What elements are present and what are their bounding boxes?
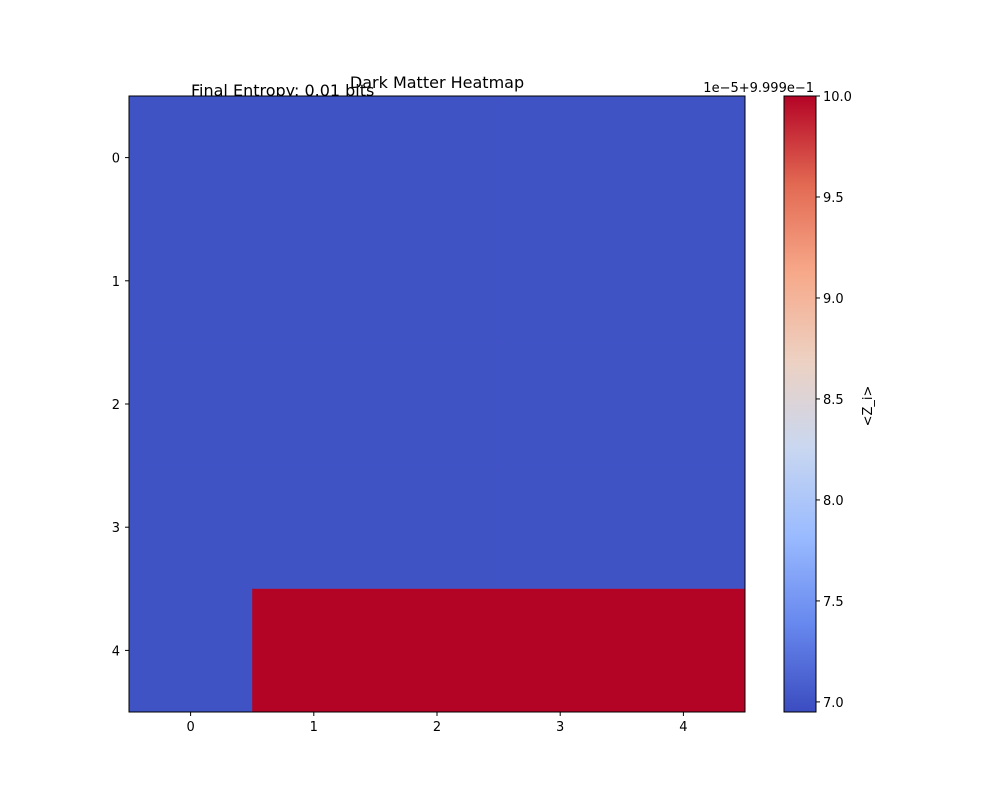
- heatmap-cell: [252, 588, 376, 713]
- heatmap-cell: [621, 342, 746, 467]
- y-tick-label: 2: [112, 398, 120, 413]
- heatmap-cell: [375, 342, 500, 467]
- heatmap-cell: [129, 219, 253, 343]
- heatmap-cell: [498, 342, 623, 467]
- heatmap-cell: [129, 96, 253, 220]
- y-tick-label: 1: [112, 275, 120, 290]
- x-tick-label: 4: [679, 720, 687, 735]
- heatmap-cell: [375, 96, 500, 220]
- colorbar-offset-text: 1e−5+9.999e−1: [703, 81, 814, 96]
- heatmap-cell: [252, 342, 376, 467]
- colorbar-tick-label: 10.0: [823, 90, 852, 105]
- heatmap-cell: [252, 219, 376, 343]
- colorbar-label: <Z_i>: [861, 386, 876, 427]
- y-tick-label: 0: [112, 152, 120, 167]
- y-axis-ticks: 0 1 2 3 4: [112, 152, 129, 659]
- colorbar-tick-label: 9.0: [823, 292, 844, 307]
- x-tick-label: 3: [556, 720, 564, 735]
- heatmap-cell: [252, 96, 376, 220]
- y-tick-label: 4: [112, 644, 120, 659]
- colorbar: [783, 95, 817, 713]
- heatmap-cell: [498, 219, 623, 343]
- heatmap-cell: [129, 465, 253, 590]
- heatmap-cell: [621, 465, 746, 590]
- y-tick-label: 3: [112, 521, 120, 536]
- x-tick-label: 1: [310, 720, 318, 735]
- heatmap-cell: [252, 465, 376, 590]
- colorbar-tick-label: 9.5: [823, 191, 844, 206]
- heatmap-cell: [375, 219, 500, 343]
- heatmap-cell: [375, 465, 500, 590]
- colorbar-tick-label: 7.0: [823, 696, 844, 711]
- colorbar-tick-label: 7.5: [823, 595, 844, 610]
- heatmap-cell: [129, 588, 253, 713]
- heatmap-cell: [621, 588, 746, 713]
- colorbar-tick-label: 8.0: [823, 494, 844, 509]
- entropy-annotation: Final Entropy: 0.01 bits: [191, 81, 374, 100]
- heatmap-cell: [498, 465, 623, 590]
- colorbar-tick-label: 8.5: [823, 393, 844, 408]
- x-axis-ticks: 0 1 2 3 4: [186, 712, 688, 735]
- heatmap-cell: [498, 96, 623, 220]
- x-tick-label: 0: [186, 720, 194, 735]
- heatmap-cell: [621, 96, 746, 220]
- heatmap-cell: [498, 588, 623, 713]
- heatmap-cell: [129, 342, 253, 467]
- chart-title: Dark Matter Heatmap: [350, 73, 524, 92]
- colorbar-ticks: 7.0 7.5 8.0 8.5 9.0 9.5 10.0: [816, 90, 852, 711]
- x-tick-label: 2: [433, 720, 441, 735]
- heatmap-cell: [375, 588, 500, 713]
- heatmap-cells: [129, 96, 746, 713]
- heatmap-cell: [621, 219, 746, 343]
